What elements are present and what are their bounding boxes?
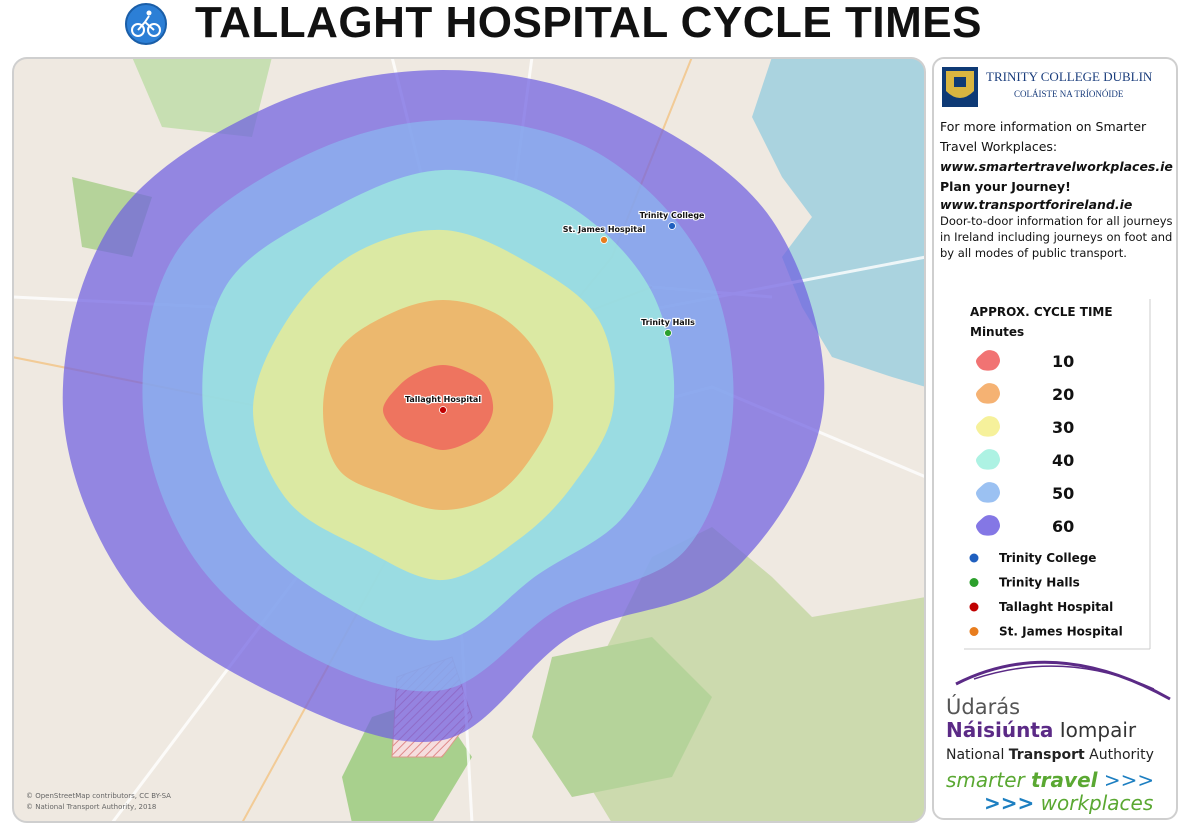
legend-minutes: 20 (1052, 385, 1074, 404)
place-label: Tallaght Hospital (405, 395, 481, 404)
nta-line1: Údarás (946, 694, 1020, 719)
nta-line3: National Transport Authority (946, 747, 1154, 763)
institution: TRINITY COLLEGE DUBLIN (986, 69, 1153, 84)
place-label: Trinity College (640, 211, 706, 220)
nta-swoosh (955, 660, 1171, 701)
legend-unit: Minutes (970, 325, 1024, 339)
legend-place-marker (969, 553, 979, 563)
legend-place-label: Trinity Halls (999, 576, 1080, 590)
legend-place-marker (969, 578, 979, 587)
smarter-word: smarter (946, 768, 1027, 792)
map: Trinity College Trinity Halls Tallaght Hos… (12, 57, 926, 823)
legend-minutes: 60 (1052, 517, 1074, 536)
bike-icon (125, 3, 167, 45)
legend-place-label: St. James Hospital (999, 625, 1123, 639)
place-marker (664, 329, 672, 337)
place-label: Trinity Halls (641, 318, 695, 327)
info-text: For more information on Smarter Travel W… (940, 117, 1176, 261)
legend-swatch (975, 350, 1001, 371)
nta-normal: Iompair (1060, 718, 1137, 742)
place-marker (600, 236, 608, 244)
info-link: www.transportforireland.ie (940, 197, 1133, 212)
attribution: © OpenStreetMap contributors, CC BY-SA (26, 792, 171, 800)
map-frame (12, 57, 926, 823)
legend-title: APPROX. CYCLE TIME (970, 305, 1113, 319)
smarter-arrows: >>> (1104, 768, 1154, 792)
info-link: www.smartertravelworkplaces.ie (940, 159, 1173, 174)
nta-word: Authority (1089, 747, 1154, 763)
sidebar-graphics: TRINITY COLLEGE DUBLIN COLÁISTE NA TRÍON… (942, 67, 1171, 815)
legend-place-label: Tallaght Hospital (999, 600, 1113, 614)
smarter-word: workplaces (1041, 791, 1154, 815)
smarter-line2: >>> workplaces (984, 791, 1153, 815)
sidebar: TRINITY COLLEGE DUBLIN COLÁISTE NA TRÍON… (932, 57, 1178, 820)
legend-minutes: 50 (1052, 484, 1074, 503)
info-line: Door-to-door information for all journey… (940, 214, 1173, 260)
legend-minutes: 10 (1052, 352, 1074, 371)
info-line: For more information on Smarter Travel W… (940, 119, 1147, 154)
legend-swatch (975, 416, 1001, 437)
nta-word: National (946, 747, 1004, 763)
legend-place-label: Trinity College (999, 551, 1096, 565)
smarter-line1: smarter travel >>> (946, 768, 1154, 792)
place-label: St. James Hospital (563, 225, 646, 234)
legend-minutes: 30 (1052, 418, 1074, 437)
legend-minutes: 40 (1052, 451, 1074, 470)
legend-swatch (975, 482, 1001, 503)
place-marker (668, 222, 676, 230)
place-marker (439, 406, 447, 414)
isochrone (383, 365, 494, 450)
attribution: © National Transport Authority, 2018 (26, 803, 156, 811)
nta-bold: Náisiúnta (946, 718, 1053, 742)
info-heading: Plan your Journey! (940, 179, 1071, 194)
legend-place-marker (969, 627, 979, 636)
legend-swatch (975, 449, 1001, 470)
legend-place-marker (969, 602, 979, 612)
legend-swatch (975, 515, 1001, 536)
institution-irish: COLÁISTE NA TRÍONÓIDE (1014, 89, 1124, 99)
title: TALLAGHT HOSPITAL CYCLE TIMES (195, 0, 982, 47)
legend-swatch (975, 383, 1001, 404)
nta-line2: Náisiúnta Iompair (946, 718, 1137, 742)
smarter-arrows: >>> (984, 791, 1034, 815)
nta-word: Transport (1009, 747, 1085, 763)
smarter-word: travel (1031, 768, 1099, 792)
